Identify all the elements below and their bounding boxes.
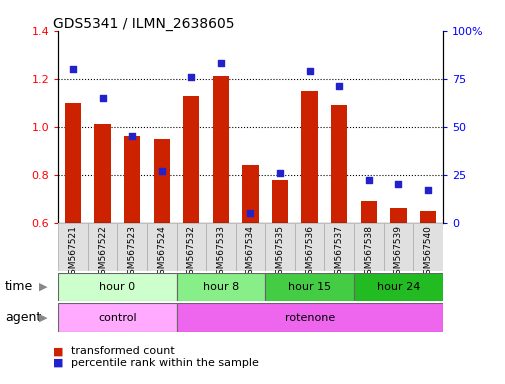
- Bar: [330, 105, 346, 223]
- Point: [69, 66, 77, 72]
- Bar: [235, 223, 265, 271]
- Text: hour 15: hour 15: [287, 282, 331, 292]
- Text: GSM567533: GSM567533: [216, 225, 225, 280]
- Bar: [154, 139, 170, 223]
- Point: [187, 74, 195, 80]
- Point: [128, 133, 136, 139]
- Bar: [117, 223, 146, 271]
- Text: percentile rank within the sample: percentile rank within the sample: [71, 358, 258, 368]
- Bar: [301, 91, 317, 223]
- Bar: [360, 201, 376, 223]
- Text: GSM567539: GSM567539: [393, 225, 402, 280]
- Bar: [383, 223, 413, 271]
- Text: hour 8: hour 8: [203, 282, 238, 292]
- Text: time: time: [5, 280, 33, 293]
- Text: rotenone: rotenone: [284, 313, 334, 323]
- Bar: [146, 223, 176, 271]
- Bar: [206, 223, 235, 271]
- Bar: [294, 223, 324, 271]
- Text: GDS5341 / ILMN_2638605: GDS5341 / ILMN_2638605: [53, 17, 234, 31]
- Text: hour 24: hour 24: [376, 282, 419, 292]
- Point: [423, 187, 431, 193]
- Point: [246, 210, 254, 216]
- Bar: [176, 273, 265, 301]
- Text: ▶: ▶: [39, 313, 47, 323]
- Bar: [176, 303, 442, 332]
- Text: control: control: [98, 313, 136, 323]
- Bar: [65, 103, 81, 223]
- Text: agent: agent: [5, 311, 41, 324]
- Text: GSM567538: GSM567538: [364, 225, 373, 280]
- Bar: [354, 223, 383, 271]
- Point: [275, 170, 283, 176]
- Text: GSM567523: GSM567523: [127, 225, 136, 280]
- Bar: [58, 273, 176, 301]
- Bar: [58, 303, 176, 332]
- Point: [364, 177, 372, 184]
- Text: GSM567521: GSM567521: [68, 225, 77, 280]
- Text: GSM567540: GSM567540: [423, 225, 432, 280]
- Point: [98, 95, 107, 101]
- Bar: [265, 223, 294, 271]
- Bar: [183, 96, 199, 223]
- Bar: [212, 76, 229, 223]
- Text: GSM567534: GSM567534: [245, 225, 255, 280]
- Bar: [124, 136, 140, 223]
- Text: GSM567535: GSM567535: [275, 225, 284, 280]
- Bar: [419, 211, 435, 223]
- Bar: [389, 208, 406, 223]
- Text: ■: ■: [53, 358, 64, 368]
- Text: GSM567537: GSM567537: [334, 225, 343, 280]
- Bar: [354, 273, 442, 301]
- Point: [305, 68, 313, 74]
- Text: GSM567536: GSM567536: [305, 225, 314, 280]
- Bar: [242, 165, 258, 223]
- Bar: [265, 273, 354, 301]
- Text: GSM567532: GSM567532: [186, 225, 195, 280]
- Text: ■: ■: [53, 346, 64, 356]
- Bar: [324, 223, 353, 271]
- Bar: [58, 223, 87, 271]
- Point: [393, 181, 401, 187]
- Point: [217, 60, 225, 66]
- Text: ▶: ▶: [39, 282, 47, 292]
- Bar: [413, 223, 442, 271]
- Text: transformed count: transformed count: [71, 346, 174, 356]
- Text: hour 0: hour 0: [99, 282, 135, 292]
- Bar: [94, 124, 111, 223]
- Text: GSM567522: GSM567522: [98, 225, 107, 280]
- Text: GSM567524: GSM567524: [157, 225, 166, 280]
- Bar: [87, 223, 117, 271]
- Point: [158, 168, 166, 174]
- Bar: [176, 223, 206, 271]
- Bar: [271, 180, 288, 223]
- Point: [334, 83, 342, 89]
